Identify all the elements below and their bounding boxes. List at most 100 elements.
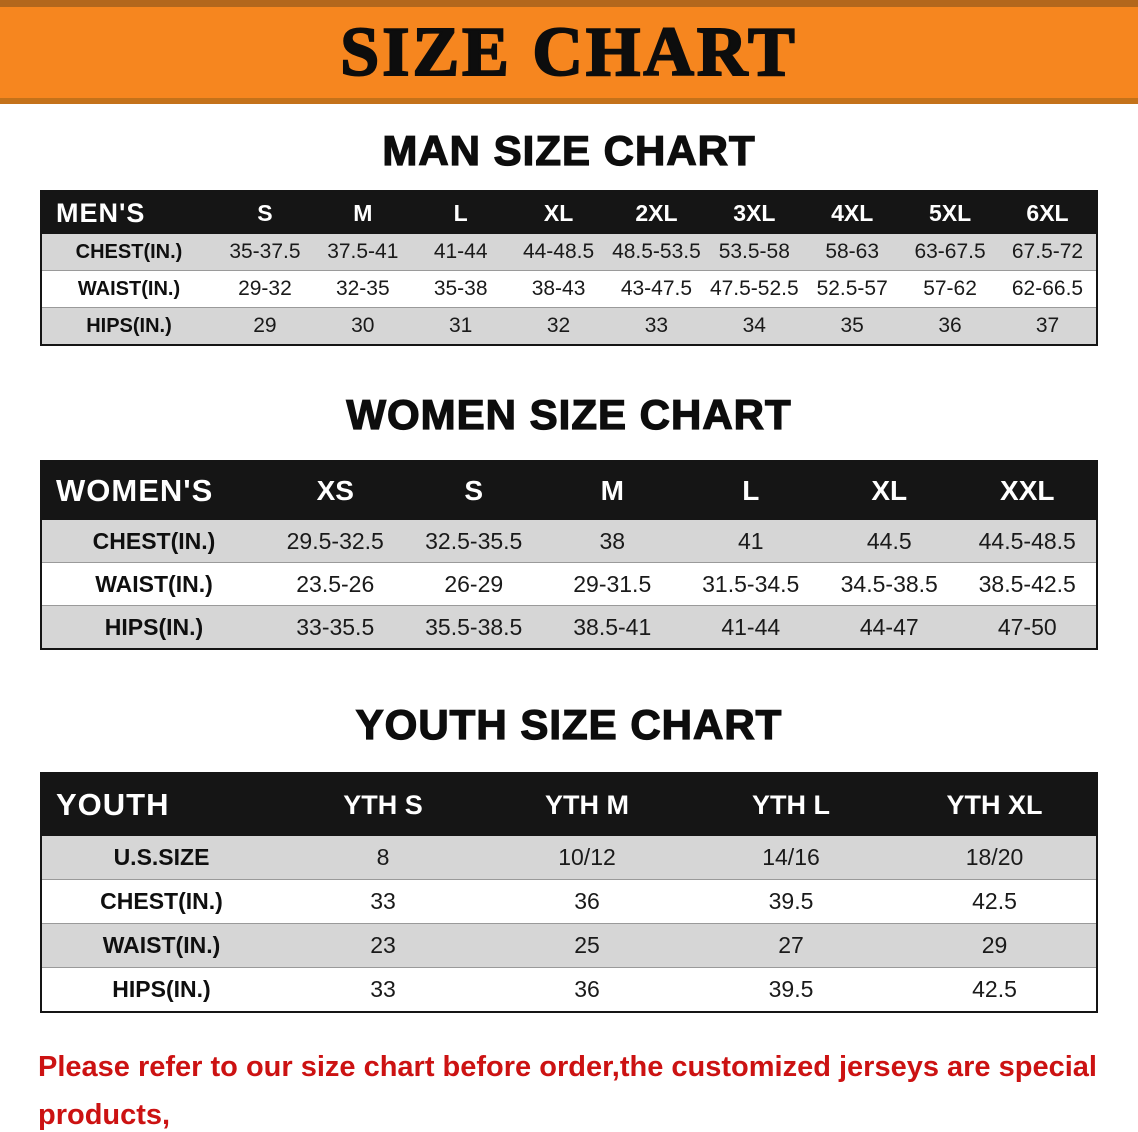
column-header: S	[216, 191, 314, 234]
table-cell: 10/12	[485, 836, 689, 880]
table-cell: 42.5	[893, 879, 1097, 924]
table-cell: 29	[893, 923, 1097, 968]
table-row: WAIST(IN.) 23.5-26 26-29 29-31.5 31.5-34.5 34…	[41, 562, 1097, 606]
table-cell: 29.5-32.5	[266, 520, 405, 563]
table-cell: 33	[281, 879, 485, 924]
women-section: WOMEN SIZE CHART WOMEN'S XS S M L XL XXL CHEST(…	[0, 391, 1138, 650]
table-title-cell: WOMEN'S	[41, 461, 266, 520]
table-title-cell: MEN'S	[41, 191, 216, 234]
column-header: XL	[820, 461, 959, 520]
column-header: 3XL	[705, 191, 804, 234]
column-header: M	[313, 191, 412, 234]
banner: SIZE CHART	[0, 0, 1138, 104]
column-header: YTH L	[689, 773, 893, 836]
table-cell: 38.5-41	[543, 605, 682, 649]
header-row: YOUTH YTH S YTH M YTH L YTH XL	[41, 773, 1097, 836]
table-cell: 23.5-26	[266, 562, 405, 606]
table-cell: 36	[485, 879, 689, 924]
column-header: XL	[509, 191, 608, 234]
table-cell: 44.5	[820, 520, 959, 563]
youth-size-table: YOUTH YTH S YTH M YTH L YTH XL U.S.SIZE 8 10/12…	[40, 772, 1098, 1013]
column-header: L	[411, 191, 510, 234]
table-cell: 33	[607, 307, 706, 345]
column-header: XS	[266, 461, 405, 520]
table-cell: 34	[705, 307, 804, 345]
table-row: WAIST(IN.) 29-32 32-35 35-38 38-43 43-47.5 47.…	[41, 270, 1097, 308]
women-section-heading: WOMEN SIZE CHART	[346, 391, 792, 438]
table-cell: 38	[543, 520, 682, 563]
table-row: CHEST(IN.) 29.5-32.5 32.5-35.5 38 41 44.5 44.5…	[41, 520, 1097, 563]
table-row: WAIST(IN.) 23 25 27 29	[41, 923, 1097, 968]
table-cell: 43-47.5	[607, 270, 706, 308]
table-cell: 34.5-38.5	[820, 562, 959, 606]
table-cell: 32.5-35.5	[404, 520, 543, 563]
table-cell: 14/16	[689, 836, 893, 880]
table-row: HIPS(IN.) 33 36 39.5 42.5	[41, 967, 1097, 1012]
size-table: MEN'S S M L XL 2XL 3XL 4XL 5XL 6XL CHEST(IN.) 35-37…	[40, 190, 1098, 346]
table-row: U.S.SIZE 8 10/12 14/16 18/20	[41, 836, 1097, 880]
table-cell: 37.5-41	[313, 234, 412, 271]
size-table: WOMEN'S XS S M L XL XXL CHEST(IN.) 29.5-32.5 32.5…	[40, 460, 1098, 650]
youth-section-heading: YOUTH SIZE CHART	[355, 701, 783, 748]
table-row: HIPS(IN.) 33-35.5 35.5-38.5 38.5-41 41-44 44-…	[41, 605, 1097, 649]
row-label: CHEST(IN.)	[41, 879, 281, 924]
table-cell: 29	[216, 307, 314, 345]
table-cell: 38-43	[509, 270, 608, 308]
page-title: SIZE CHART	[339, 13, 798, 91]
table-cell: 67.5-72	[999, 234, 1097, 271]
header-row: WOMEN'S XS S M L XL XXL	[41, 461, 1097, 520]
table-cell: 25	[485, 923, 689, 968]
table-cell: 44-47	[820, 605, 959, 649]
column-header: YTH XL	[893, 773, 1097, 836]
row-label: WAIST(IN.)	[41, 270, 216, 308]
table-row: HIPS(IN.) 29 30 31 32 33 34 35 36 37	[41, 307, 1097, 345]
table-cell: 29-31.5	[543, 562, 682, 606]
disclaimer: Please refer to our size chart before or…	[38, 1043, 1100, 1132]
table-cell: 23	[281, 923, 485, 968]
table-cell: 38.5-42.5	[958, 562, 1097, 606]
column-header: M	[543, 461, 682, 520]
size-table: YOUTH YTH S YTH M YTH L YTH XL U.S.SIZE 8 10/12…	[40, 772, 1098, 1013]
table-cell: 35.5-38.5	[404, 605, 543, 649]
row-label: CHEST(IN.)	[41, 520, 266, 563]
table-cell: 35-38	[411, 270, 510, 308]
row-label: WAIST(IN.)	[41, 923, 281, 968]
column-header: XXL	[958, 461, 1097, 520]
row-label: WAIST(IN.)	[41, 562, 266, 606]
table-cell: 33	[281, 967, 485, 1012]
table-cell: 41-44	[681, 605, 820, 649]
column-header: 4XL	[803, 191, 902, 234]
row-label: HIPS(IN.)	[41, 967, 281, 1012]
table-cell: 48.5-53.5	[607, 234, 706, 271]
row-label: HIPS(IN.)	[41, 307, 216, 345]
youth-section: YOUTH SIZE CHART YOUTH YTH S YTH M YTH L YTH…	[0, 701, 1138, 1013]
column-header: 5XL	[901, 191, 999, 234]
mens-size-table: MEN'S S M L XL 2XL 3XL 4XL 5XL 6XL CHEST(IN.) 35-37…	[40, 190, 1098, 346]
table-cell: 31	[411, 307, 510, 345]
row-label: U.S.SIZE	[41, 836, 281, 880]
column-header: 6XL	[999, 191, 1097, 234]
table-cell: 36	[901, 307, 999, 345]
table-cell: 32	[509, 307, 608, 345]
row-label: CHEST(IN.)	[41, 234, 216, 271]
table-cell: 26-29	[404, 562, 543, 606]
column-header: 2XL	[607, 191, 706, 234]
disclaimer-line-1: Please refer to our size chart before or…	[38, 1051, 1097, 1131]
table-cell: 39.5	[689, 967, 893, 1012]
men-section-heading: MAN SIZE CHART	[382, 127, 756, 174]
table-row: CHEST(IN.) 33 36 39.5 42.5	[41, 879, 1097, 924]
table-cell: 41-44	[411, 234, 510, 271]
column-header: YTH S	[281, 773, 485, 836]
header-row: MEN'S S M L XL 2XL 3XL 4XL 5XL 6XL	[41, 191, 1097, 234]
table-cell: 63-67.5	[901, 234, 999, 271]
table-cell: 32-35	[313, 270, 412, 308]
column-header: S	[404, 461, 543, 520]
table-cell: 47-50	[958, 605, 1097, 649]
row-label: HIPS(IN.)	[41, 605, 266, 649]
table-cell: 57-62	[901, 270, 999, 308]
table-cell: 62-66.5	[999, 270, 1097, 308]
table-title-cell: YOUTH	[41, 773, 281, 836]
table-cell: 35-37.5	[216, 234, 314, 271]
men-section: MAN SIZE CHART MEN'S S M L XL 2XL 3XL 4XL 5XL 6XL…	[0, 127, 1138, 346]
